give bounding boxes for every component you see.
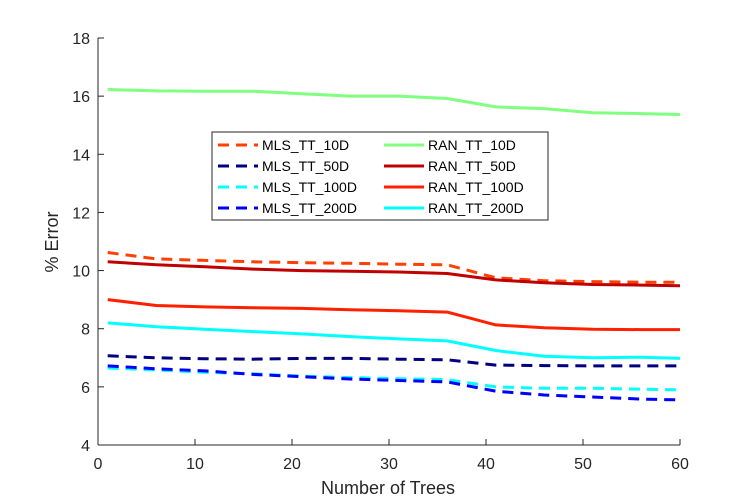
series-line-mls-tt-200d [107,364,681,402]
legend-label-ran-tt-50d: RAN_TT_50D [428,158,516,174]
axes: 0 10 20 30 40 50 60 4 6 8 10 12 14 16 18 [72,31,689,473]
legend-label-mls-tt-10d: MLS_TT_10D [262,137,349,153]
series-lines [107,88,681,402]
series-line-mls-tt-10d [107,251,680,284]
legend-label-ran-tt-100d: RAN_TT_100D [428,179,524,195]
series-line-mls-tt-50d [107,354,680,368]
x-tick-label: 30 [380,456,398,473]
legend-box [211,131,549,221]
y-tick-label: 12 [72,205,90,222]
x-tick-label: 20 [283,456,301,473]
legend-label-mls-tt-100d: MLS_TT_100D [262,179,357,195]
x-axis-label: Number of Trees [321,478,455,498]
series-line-ran-tt-10d [107,88,681,116]
series-line-ran-tt-50d [107,260,681,288]
y-tick-label: 4 [81,438,90,455]
legend-label-ran-tt-10d: RAN_TT_10D [428,137,516,153]
y-axis-label: % Error [42,211,62,272]
x-tick-label: 50 [574,456,592,473]
legend-label-mls-tt-200d: MLS_TT_200D [262,200,357,216]
y-tick-label: 16 [72,89,90,106]
x-tick-label: 0 [94,456,103,473]
y-tick-label: 8 [81,322,90,339]
x-tick-label: 40 [477,456,495,473]
y-tick-label: 6 [81,380,90,397]
series-line-ran-tt-200d [107,321,681,360]
series-line-mls-tt-100d [107,366,681,392]
x-tick-label: 10 [186,456,204,473]
legend-label-ran-tt-200d: RAN_TT_200D [428,200,524,216]
y-tick-label: 10 [72,264,90,281]
y-tick-label: 14 [72,147,90,164]
y-tick-label: 18 [72,31,90,48]
series-line-ran-tt-100d [107,298,680,332]
legend: MLS_TT_10D MLS_TT_50D MLS_TT_100D MLS_TT_20… [211,131,549,221]
x-tick-label: 60 [671,456,689,473]
legend-label-mls-tt-50d: MLS_TT_50D [262,158,349,174]
